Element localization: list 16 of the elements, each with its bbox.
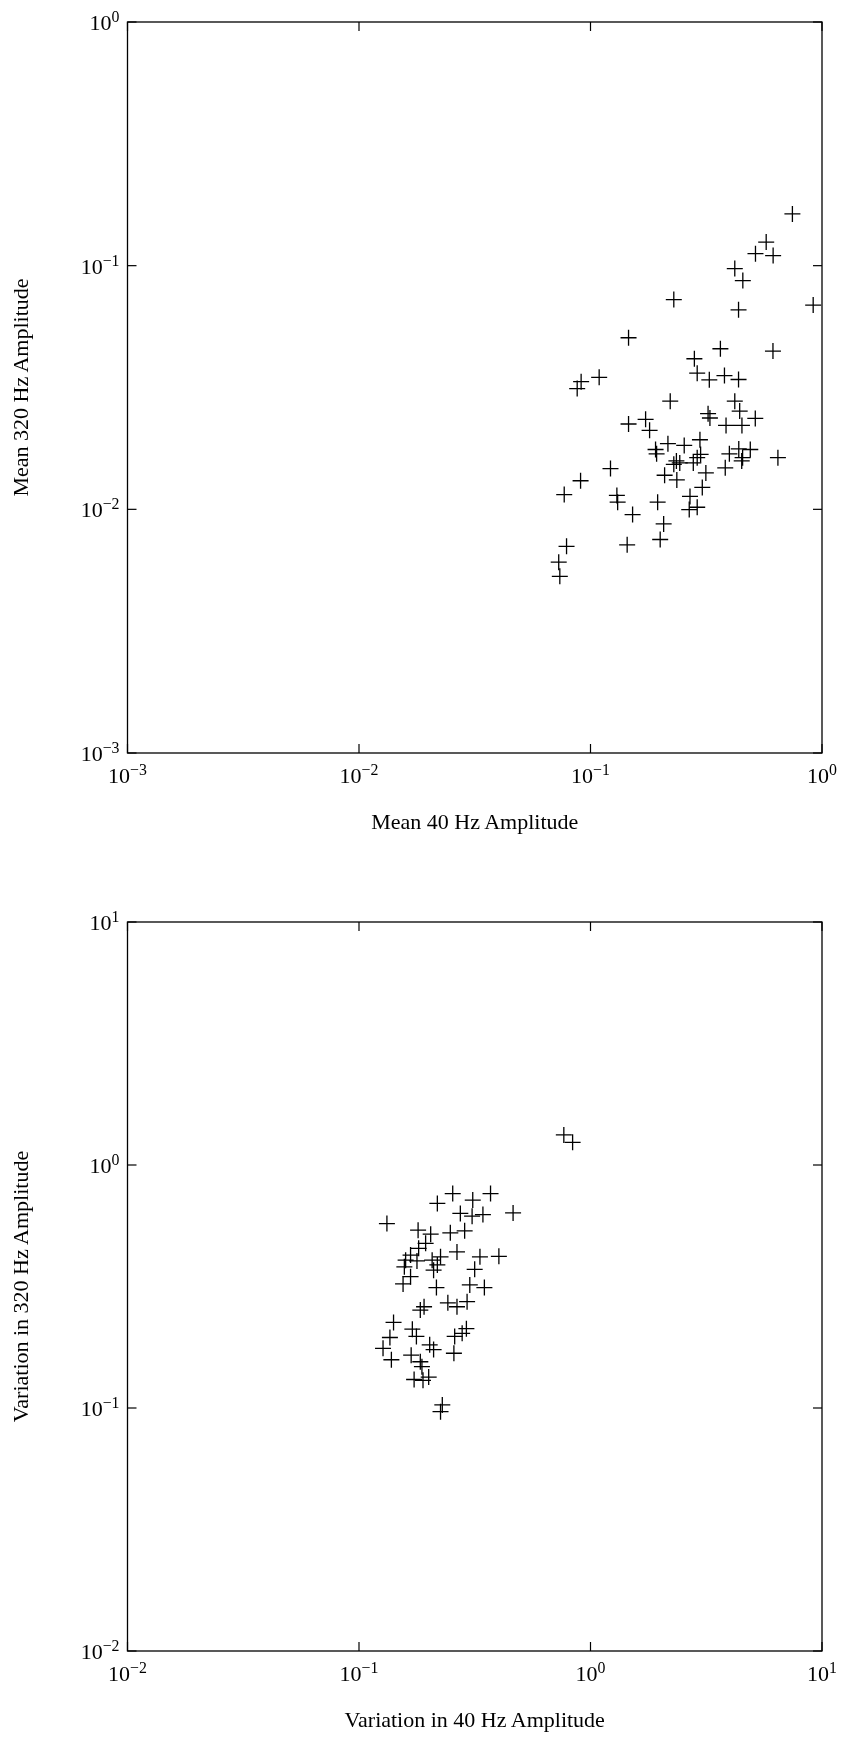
- y-tick-label: 10$^{0}$: [89, 1150, 120, 1178]
- x-tick-label: 10$^{0}$: [807, 760, 838, 788]
- x-tick-label: 10$^{−1}$: [571, 760, 610, 788]
- x-axis-title: Variation in 40 Hz Amplitude: [344, 1707, 605, 1732]
- x-tick-label: 10$^{0}$: [575, 1658, 606, 1686]
- y-axis-title: Variation in 320 Hz Amplitude: [7, 1150, 33, 1423]
- x-tick-label: 10$^{−1}$: [339, 1658, 379, 1686]
- y-axis-title: Mean 320 Hz Amplitude: [7, 278, 33, 497]
- y-tick-label: 10$^{−2}$: [80, 494, 120, 523]
- x-tick-label: 10$^{1}$: [807, 1658, 837, 1686]
- y-tick-label: 10$^{−1}$: [80, 1393, 120, 1421]
- y-tick-label: 10$^{0}$: [89, 7, 120, 35]
- y-tick-label: 10$^{1}$: [89, 907, 120, 935]
- x-axis-title: Mean 40 Hz Amplitude: [371, 809, 579, 834]
- y-tick-label: 10$^{−1}$: [80, 251, 120, 279]
- x-tick-label: 10$^{−2}$: [339, 760, 379, 788]
